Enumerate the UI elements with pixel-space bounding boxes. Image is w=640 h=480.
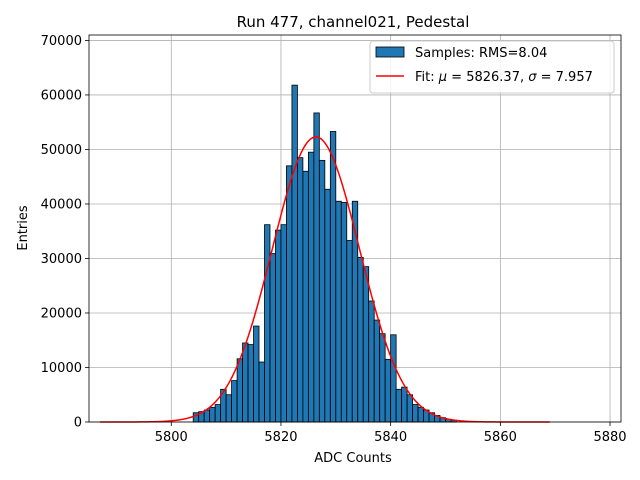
x-tick-label: 5840 — [374, 430, 407, 445]
histogram-bar — [225, 394, 232, 423]
histogram-bar — [275, 229, 282, 423]
histogram-bar — [291, 84, 298, 423]
histogram-bar — [390, 334, 397, 423]
histogram-bar — [209, 406, 216, 423]
x-tick-label: 5820 — [264, 430, 297, 445]
x-axis-label: ADC Counts — [314, 451, 392, 466]
histogram-bar — [302, 170, 309, 423]
histogram-bar — [203, 409, 211, 423]
y-tick-label: 10000 — [41, 361, 82, 376]
histogram-bar — [362, 266, 370, 423]
histogram-bar — [236, 358, 243, 423]
legend-fit-prefix: Fit: — [415, 70, 439, 85]
chart-title: Run 477, channel021, Pedestal — [237, 13, 470, 31]
histogram-bar — [286, 165, 293, 423]
x-tick-label: 5860 — [484, 430, 517, 445]
x-tick-label: 5880 — [593, 430, 626, 445]
plot-frame — [88, 34, 622, 423]
histogram-bars — [192, 84, 457, 423]
y-axis-label: Entries — [16, 205, 31, 251]
x-axis-ticks: 5800 5820 5840 5860 5880 — [155, 422, 627, 445]
y-tick-label: 40000 — [41, 197, 82, 212]
legend-fit-sigma-symbol: σ — [528, 70, 537, 85]
histogram-bar — [384, 358, 392, 423]
histogram-bar — [340, 201, 348, 423]
plot-area — [88, 34, 622, 423]
histogram-bar — [379, 333, 386, 423]
histogram-bar — [231, 380, 238, 423]
histogram-bar — [417, 406, 424, 423]
histogram-bar — [264, 224, 271, 423]
histogram-bar — [351, 200, 359, 423]
histogram-bar — [258, 361, 265, 423]
legend-label-fit: Fit: μ = 5826.37, σ = 7.957 — [415, 70, 593, 85]
histogram-bar — [346, 240, 353, 423]
legend-swatch-samples — [375, 46, 405, 58]
histogram-bar — [329, 131, 337, 423]
histogram-bar — [368, 300, 375, 423]
legend-fit-sigma-value: = 7.957 — [536, 70, 592, 85]
histogram-bar — [253, 325, 260, 423]
y-tick-label: 70000 — [41, 34, 82, 49]
x-tick-label: 5800 — [155, 430, 188, 445]
y-tick-label: 30000 — [41, 252, 82, 267]
histogram-bar — [247, 344, 254, 423]
histogram-bar — [307, 151, 315, 423]
legend-fit-mu-symbol: μ — [438, 70, 447, 85]
legend: Samples: RMS=8.04 Fit: μ = 5826.37, σ = … — [369, 40, 615, 94]
histogram-bar — [214, 404, 222, 423]
histogram-bar — [269, 253, 276, 423]
histogram-bar — [412, 404, 419, 423]
histogram-bar — [280, 224, 287, 423]
histogram-bar — [373, 319, 381, 423]
histogram-bar — [406, 394, 413, 423]
histogram-bar — [357, 256, 364, 423]
y-tick-label: 0 — [74, 416, 82, 431]
y-tick-label: 50000 — [41, 143, 82, 158]
histogram-bar — [242, 342, 249, 423]
histogram-bar — [297, 157, 304, 423]
legend-fit-mu-value: = 5826.37, — [447, 70, 528, 85]
histogram-bar — [395, 388, 403, 423]
y-tick-label: 20000 — [41, 306, 82, 321]
histogram-bar — [313, 112, 320, 423]
legend-box — [369, 40, 615, 94]
y-tick-label: 60000 — [41, 88, 82, 103]
histogram-bar — [335, 200, 342, 423]
histogram-bar — [324, 188, 331, 423]
histogram-bar — [401, 386, 408, 423]
legend-label-samples: Samples: RMS=8.04 — [415, 46, 547, 61]
histogram-bar — [318, 159, 326, 423]
y-axis-ticks: 0 10000 20000 30000 40000 50000 60000 70000 — [41, 34, 89, 431]
